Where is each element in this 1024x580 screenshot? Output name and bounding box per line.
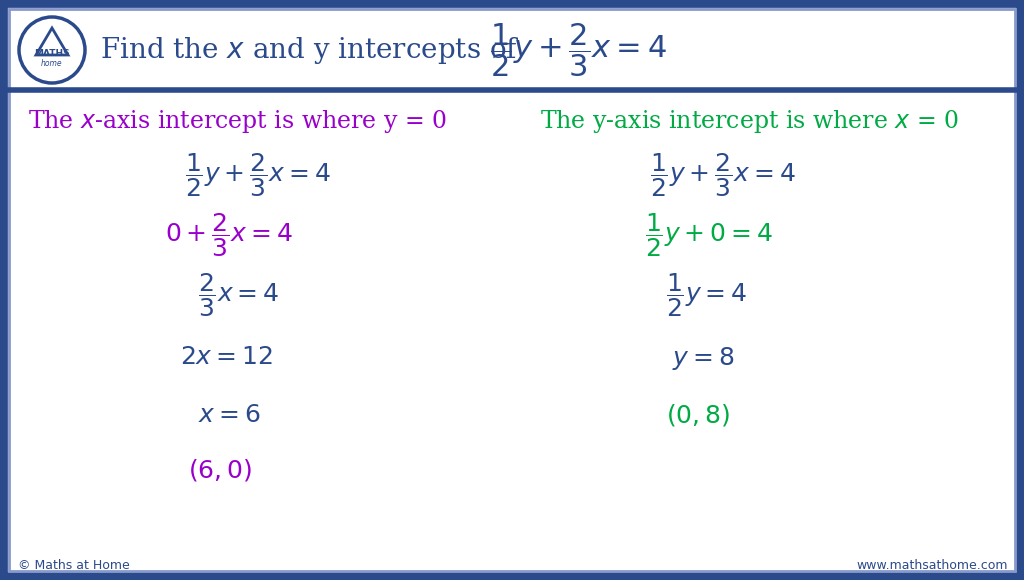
Text: © Maths at Home: © Maths at Home: [18, 559, 130, 572]
Text: $\dfrac{1}{2}y+\dfrac{2}{3}x = 4$: $\dfrac{1}{2}y+\dfrac{2}{3}x = 4$: [490, 21, 667, 79]
Text: home: home: [41, 59, 62, 67]
Text: $x = 6$: $x = 6$: [198, 404, 260, 426]
Text: $\dfrac{1}{2}y+\dfrac{2}{3}x = 4$: $\dfrac{1}{2}y+\dfrac{2}{3}x = 4$: [650, 151, 796, 199]
Text: $\dfrac{1}{2}y +0 = 4$: $\dfrac{1}{2}y +0 = 4$: [645, 211, 773, 259]
Text: $0+\dfrac{2}{3}x = 4$: $0+\dfrac{2}{3}x = 4$: [165, 211, 293, 259]
Text: The y-axis intercept is where $x$ = 0: The y-axis intercept is where $x$ = 0: [540, 108, 958, 135]
Text: Find the $x$ and y intercepts of: Find the $x$ and y intercepts of: [100, 34, 520, 66]
Text: www.mathsathome.com: www.mathsathome.com: [856, 559, 1008, 572]
Text: $(0, 8)$: $(0, 8)$: [666, 402, 730, 428]
Text: $\dfrac{1}{2}y = 4$: $\dfrac{1}{2}y = 4$: [666, 271, 748, 319]
Polygon shape: [36, 28, 68, 55]
Circle shape: [19, 17, 85, 83]
Text: $y = 8$: $y = 8$: [672, 345, 734, 372]
Text: The $x$-axis intercept is where y = 0: The $x$-axis intercept is where y = 0: [28, 108, 446, 135]
Text: MATHS: MATHS: [34, 49, 70, 57]
FancyBboxPatch shape: [3, 3, 1021, 577]
Text: $(6, 0)$: $(6, 0)$: [188, 457, 252, 483]
Text: $2x = 12$: $2x = 12$: [180, 346, 272, 369]
FancyBboxPatch shape: [9, 9, 1015, 571]
Text: $\dfrac{1}{2}y+\dfrac{2}{3}x = 4$: $\dfrac{1}{2}y+\dfrac{2}{3}x = 4$: [185, 151, 331, 199]
Text: $\dfrac{2}{3}x = 4$: $\dfrac{2}{3}x = 4$: [198, 271, 280, 319]
